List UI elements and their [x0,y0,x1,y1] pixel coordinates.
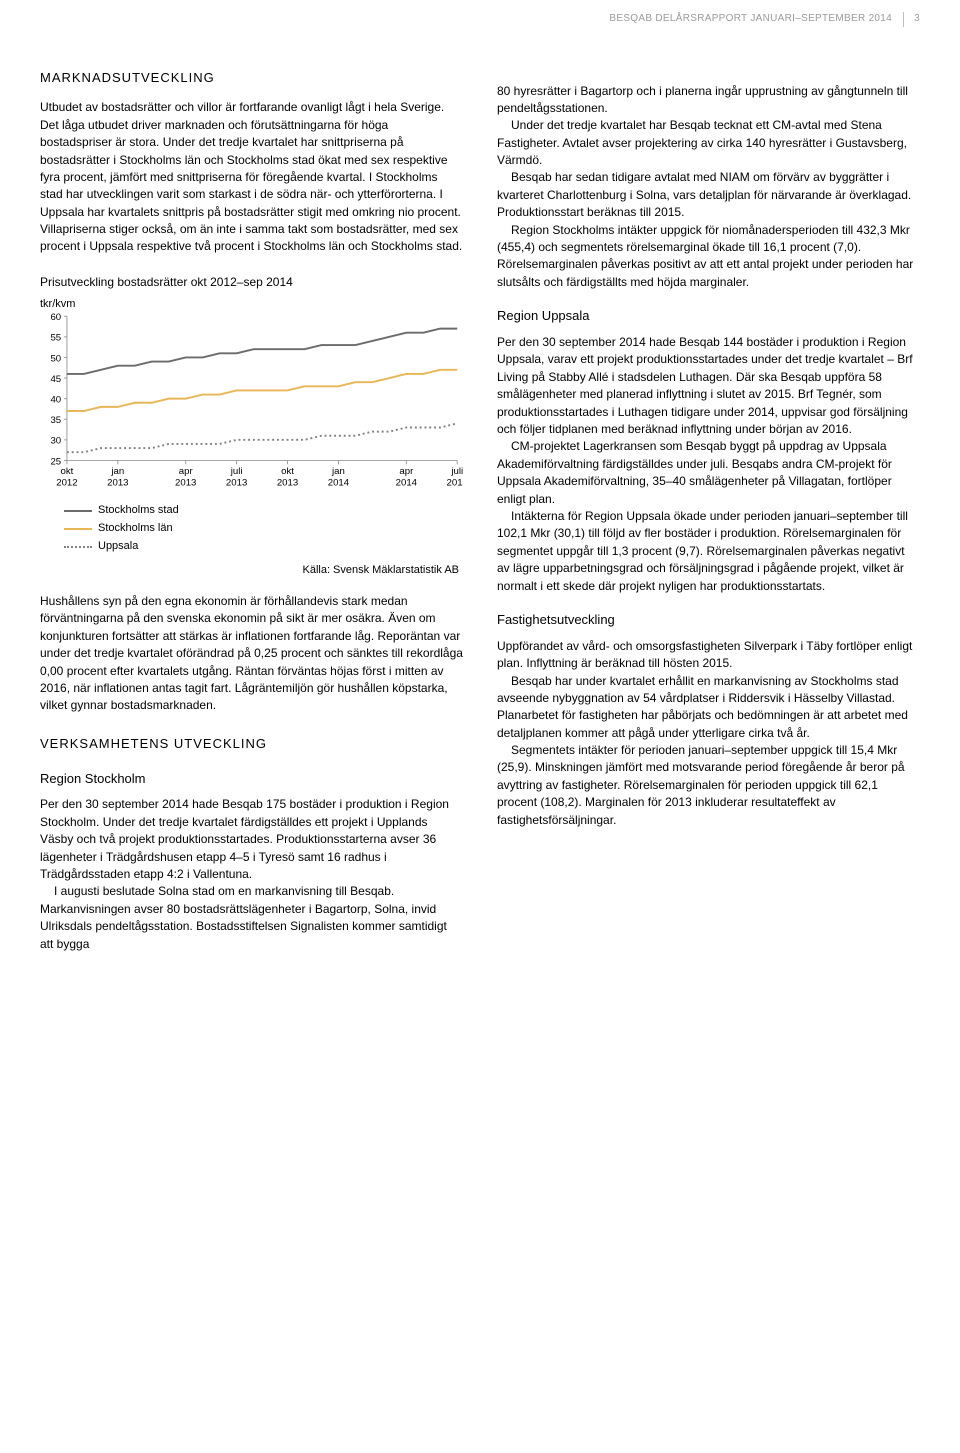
body-text: CM-projektet Lagerkransen som Besqab byg… [497,438,920,508]
svg-text:juli: juli [450,466,463,477]
body-text: Besqab har sedan tidigare avtalat med NI… [497,169,920,221]
svg-text:30: 30 [50,436,61,447]
svg-text:okt: okt [61,466,74,477]
legend-item: Uppsala [64,539,463,555]
chart-svg: 2530354045505560okt2012jan2013apr2013jul… [40,297,463,497]
price-chart: tkr/kvm 2530354045505560okt2012jan2013ap… [40,297,463,497]
svg-text:55: 55 [50,333,61,344]
section-heading: VERKSAMHETENS UTVECKLING [40,735,463,754]
paragraph-block: Per den 30 september 2014 hade Besqab 17… [40,796,463,953]
subsection-heading: Region Stockholm [40,770,463,789]
svg-text:2013: 2013 [226,478,247,489]
page-number: 3 [903,12,920,27]
body-text: Intäkterna för Region Uppsala ökade unde… [497,508,920,595]
legend-swatch [64,510,92,512]
chart-source: Källa: Svensk Mäklarstatistik AB [40,563,463,579]
svg-text:2014: 2014 [447,478,463,489]
body-text: Segmentets intäkter för perioden januari… [497,742,920,829]
svg-text:jan: jan [110,466,124,477]
paragraph-block: Uppförandet av vård- och omsorgsfastighe… [497,638,920,829]
content: MARKNADSUTVECKLING Utbudet av bostadsrät… [0,35,960,993]
chart-legend: Stockholms stad Stockholms län Uppsala [64,503,463,555]
legend-swatch [64,528,92,530]
chart-title: Prisutveckling bostadsrätter okt 2012–se… [40,274,463,291]
page-header: BESQAB DELÅRSRAPPORT JANUARI–SEPTEMBER 2… [0,0,960,35]
body-text: 80 hyresrätter i Bagartorp och i planern… [497,83,920,118]
header-text: BESQAB DELÅRSRAPPORT JANUARI–SEPTEMBER 2… [609,13,892,24]
body-text: I augusti beslutade Solna stad om en mar… [40,883,463,953]
svg-text:60: 60 [50,312,61,323]
svg-text:apr: apr [399,466,414,477]
body-text: Utbudet av bostadsrätter och villor är f… [40,99,463,256]
svg-text:2013: 2013 [107,478,128,489]
left-column: MARKNADSUTVECKLING Utbudet av bostadsrät… [40,55,463,953]
paragraph-block: 80 hyresrätter i Bagartorp och i planern… [497,83,920,292]
y-axis-unit: tkr/kvm [40,297,75,313]
legend-label: Stockholms län [98,521,173,537]
svg-text:apr: apr [179,466,194,477]
body-text: Under det tredje kvartalet har Besqab te… [497,117,920,169]
svg-text:35: 35 [50,415,61,426]
svg-text:25: 25 [50,457,61,468]
svg-text:45: 45 [50,374,61,385]
svg-text:2013: 2013 [277,478,298,489]
paragraph-block: Hushållens syn på den egna ekonomin är f… [40,593,463,715]
svg-text:okt: okt [281,466,294,477]
paragraph-block: Utbudet av bostadsrätter och villor är f… [40,99,463,256]
body-text: Uppförandet av vård- och omsorgsfastighe… [497,638,920,673]
body-text: Per den 30 september 2014 hade Besqab 14… [497,334,920,438]
svg-text:40: 40 [50,395,61,406]
legend-item: Stockholms län [64,521,463,537]
body-text: Besqab har under kvartalet erhållit en m… [497,673,920,743]
body-text: Per den 30 september 2014 hade Besqab 17… [40,796,463,883]
legend-swatch [64,546,92,548]
paragraph-block: Per den 30 september 2014 hade Besqab 14… [497,334,920,595]
legend-label: Uppsala [98,539,138,555]
body-text: Region Stockholms intäkter uppgick för n… [497,222,920,292]
body-text: Hushållens syn på den egna ekonomin är f… [40,593,463,715]
svg-text:2014: 2014 [328,478,350,489]
right-column: 80 hyresrätter i Bagartorp och i planern… [497,55,920,953]
svg-text:2014: 2014 [396,478,418,489]
subsection-heading: Region Uppsala [497,307,920,326]
section-heading: MARKNADSUTVECKLING [40,69,463,88]
svg-text:juli: juli [230,466,243,477]
svg-text:2012: 2012 [56,478,77,489]
legend-label: Stockholms stad [98,503,179,519]
legend-item: Stockholms stad [64,503,463,519]
svg-text:jan: jan [331,466,345,477]
svg-text:50: 50 [50,354,61,365]
subsection-heading: Fastighetsutveckling [497,611,920,630]
svg-text:2013: 2013 [175,478,196,489]
